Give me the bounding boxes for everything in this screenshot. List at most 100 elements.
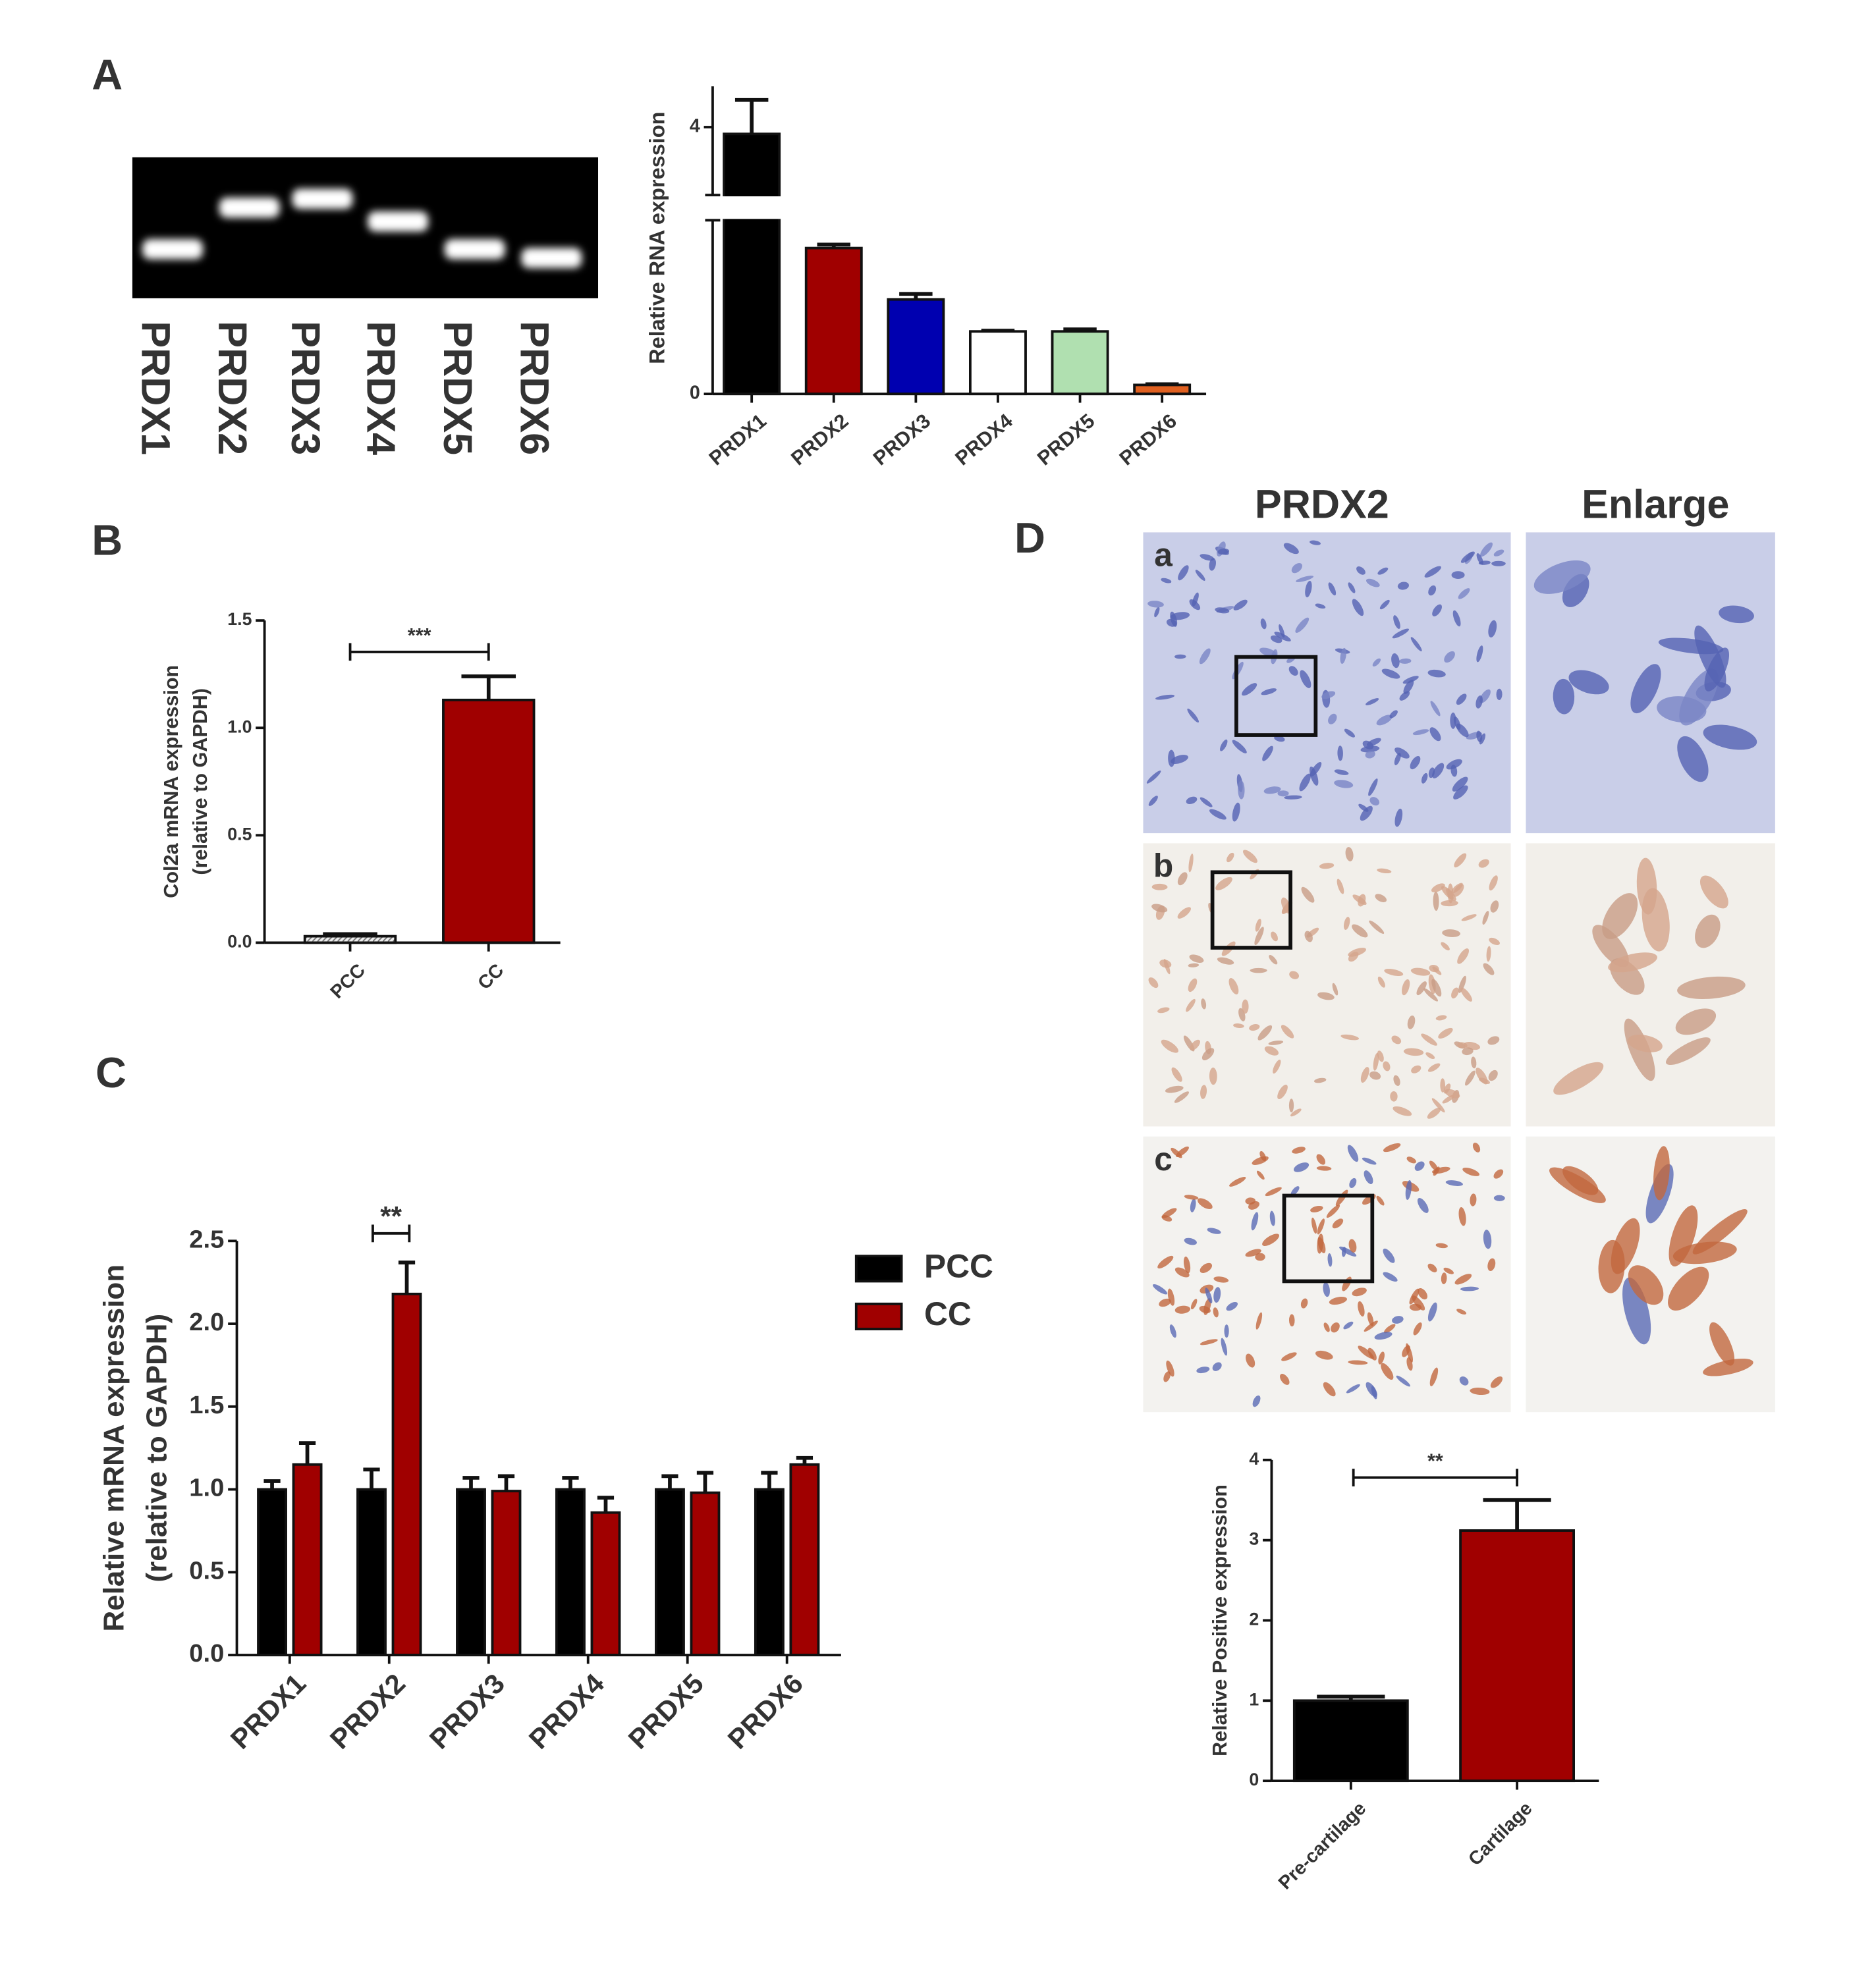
column-title: PRDX2 xyxy=(1255,481,1389,526)
cell xyxy=(1161,1215,1172,1222)
cell xyxy=(1265,1187,1282,1197)
panel-label: A xyxy=(92,51,123,99)
cell xyxy=(1356,566,1366,575)
y-axis-label: Col2a mRNA expression xyxy=(160,665,182,898)
cell xyxy=(1719,605,1754,624)
bar xyxy=(356,1488,387,1656)
cell xyxy=(1217,548,1230,555)
cell xyxy=(1471,1056,1477,1069)
cell xyxy=(1262,746,1273,761)
cell xyxy=(1369,1071,1381,1080)
cell xyxy=(1326,1205,1340,1218)
cell xyxy=(1493,1169,1504,1179)
cell xyxy=(1310,1205,1323,1212)
cell xyxy=(1348,1360,1368,1365)
cell xyxy=(1451,987,1459,999)
cell xyxy=(1602,893,1638,939)
bar xyxy=(1459,1529,1575,1783)
cell xyxy=(1349,1178,1357,1188)
y-tick-label: 0.0 xyxy=(189,1639,224,1668)
cell xyxy=(1428,585,1437,596)
cell xyxy=(1251,1212,1259,1231)
cell xyxy=(1476,1068,1488,1085)
y-tick-label: 0.5 xyxy=(189,1556,224,1585)
cell xyxy=(1248,1201,1259,1210)
cell xyxy=(1323,1382,1336,1397)
significance-label: ** xyxy=(1427,1450,1443,1473)
cell xyxy=(1379,599,1390,610)
cell xyxy=(1490,900,1499,913)
column-title: Enlarge xyxy=(1582,481,1729,526)
cell xyxy=(1483,963,1495,975)
cell xyxy=(1429,965,1439,973)
cell xyxy=(1281,1352,1297,1361)
cell xyxy=(1213,1276,1229,1283)
significance-bracket xyxy=(348,643,490,661)
row-label: c xyxy=(1154,1141,1172,1178)
cell xyxy=(1365,750,1375,759)
cell xyxy=(1190,1039,1200,1051)
cell xyxy=(1377,567,1389,575)
cell xyxy=(1229,1176,1246,1187)
cell xyxy=(1316,1154,1326,1165)
cell xyxy=(1482,911,1489,925)
cell xyxy=(1155,694,1175,700)
cell xyxy=(1200,797,1213,807)
cell xyxy=(1394,808,1403,827)
cell xyxy=(1367,1312,1374,1326)
cell xyxy=(1169,1324,1176,1338)
cell xyxy=(1157,1255,1174,1269)
panel-label: D xyxy=(1014,514,1045,562)
x-tick-label: PRDX5 xyxy=(1033,410,1099,470)
cell xyxy=(1227,852,1234,863)
lane-label: PRDX2 xyxy=(210,321,255,455)
cell xyxy=(1407,1016,1416,1029)
legend-label: CC xyxy=(924,1295,972,1332)
cell xyxy=(1279,624,1285,638)
cell xyxy=(1315,603,1326,609)
cell xyxy=(1245,1249,1261,1257)
cell xyxy=(1352,1288,1367,1297)
cell xyxy=(1299,773,1311,792)
cell xyxy=(1414,1161,1425,1171)
cell xyxy=(1151,904,1168,913)
cell xyxy=(1457,948,1470,964)
cell xyxy=(1346,1384,1360,1394)
cell xyxy=(1209,558,1216,571)
cell xyxy=(1157,1007,1170,1014)
cell xyxy=(1393,1075,1400,1086)
cell xyxy=(1205,1288,1213,1304)
cell xyxy=(1432,604,1442,616)
cell xyxy=(1289,971,1300,979)
cell xyxy=(1456,1309,1467,1315)
cell xyxy=(1444,651,1455,663)
cell xyxy=(1358,894,1366,907)
cell xyxy=(1443,1083,1451,1094)
cell xyxy=(1166,1360,1174,1377)
cell xyxy=(1174,1305,1191,1314)
error-bar xyxy=(817,242,850,248)
cell xyxy=(1167,1288,1175,1306)
cell xyxy=(1410,967,1431,976)
cell xyxy=(1458,1207,1466,1226)
row-label: b xyxy=(1153,848,1173,884)
cell xyxy=(1490,1376,1503,1388)
cell xyxy=(1269,955,1278,965)
cell xyxy=(1487,1036,1500,1045)
cell xyxy=(1367,1347,1377,1361)
cell xyxy=(1460,551,1475,563)
cell xyxy=(1232,802,1240,822)
cell xyxy=(1372,658,1381,667)
cell xyxy=(1340,1034,1360,1041)
cell xyxy=(1456,693,1467,705)
cell xyxy=(1281,1025,1294,1039)
cell xyxy=(1491,560,1506,566)
cell xyxy=(1197,1198,1213,1209)
cell xyxy=(1344,728,1355,738)
bar xyxy=(789,1463,820,1656)
micrographs: a b c xyxy=(1143,532,1775,1413)
cell xyxy=(1280,1374,1290,1385)
y-axis-label: Relative RNA expression xyxy=(645,112,669,364)
cell xyxy=(1381,668,1400,679)
